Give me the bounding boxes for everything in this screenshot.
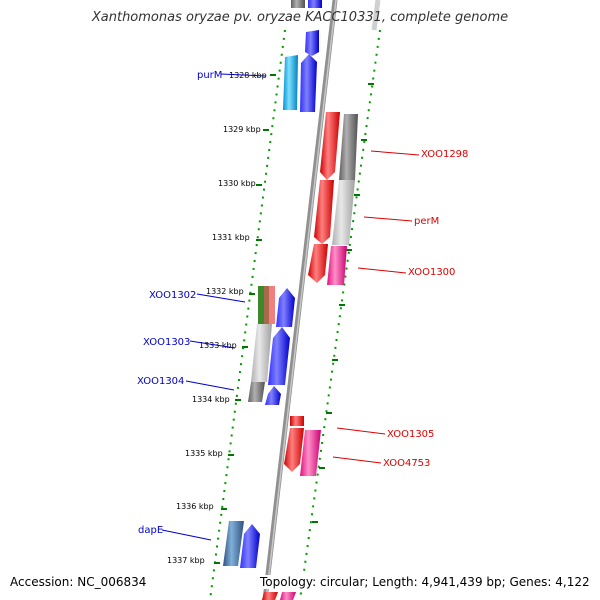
gene-perM-red bbox=[314, 180, 334, 244]
genome-summary-text: Topology: circular; Length: 4,941,439 bp… bbox=[258, 575, 592, 589]
kbp-label: 1336 kbp bbox=[176, 502, 214, 511]
gene-dapE-blue bbox=[240, 524, 260, 568]
gene-red-1 bbox=[320, 112, 340, 180]
gene-bottom-red bbox=[262, 592, 278, 600]
gene-XOO1302-blue bbox=[276, 288, 295, 327]
kbp-label: 1337 kbp bbox=[167, 556, 205, 565]
right-leader-lines bbox=[332, 150, 420, 464]
gene-label-dapE[interactable]: dapE bbox=[138, 525, 163, 536]
kbp-label: 1329 kbp bbox=[223, 125, 261, 134]
gene-label-XOO1298[interactable]: XOO1298 bbox=[421, 149, 468, 160]
gene-XOO1302-green bbox=[258, 286, 264, 324]
genome-backbone bbox=[262, 0, 338, 600]
gene-label-perM[interactable]: perM bbox=[414, 216, 439, 227]
right-track-ticks bbox=[312, 83, 374, 523]
gene-label-XOO1302[interactable]: XOO1302 bbox=[149, 290, 196, 301]
gene-label-XOO1300[interactable]: XOO1300 bbox=[408, 267, 455, 278]
gene-top-grey bbox=[291, 0, 322, 8]
gene-XOO1300-pink bbox=[327, 246, 347, 285]
gene-XOO1304-blue bbox=[265, 386, 281, 405]
top-backbone-right bbox=[371, 0, 381, 31]
left-leader-lines bbox=[161, 73, 267, 541]
kbp-label: 1335 kbp bbox=[185, 449, 223, 458]
map-title: Xanthomonas oryzae pv. oryzae KACC10331,… bbox=[91, 10, 509, 25]
kbp-label: 1331 kbp bbox=[212, 233, 250, 242]
outer-right-track bbox=[299, 29, 381, 600]
accession-text: Accession: NC_006834 bbox=[8, 575, 149, 589]
gene-XOO1305-red bbox=[284, 428, 304, 472]
kbp-label: 1332 kbp bbox=[206, 287, 244, 296]
left-track-ticks bbox=[214, 74, 276, 564]
gene-forward-1 bbox=[305, 30, 319, 56]
gene-red-small bbox=[290, 416, 304, 426]
gene-XOO1298-grey bbox=[339, 114, 358, 180]
gene-XOO1304-grey bbox=[248, 382, 265, 402]
gene-XOO1303-ltgrey bbox=[251, 324, 272, 382]
kbp-label: 1334 kbp bbox=[192, 395, 230, 404]
gene-dapE-steel bbox=[223, 521, 244, 566]
gene-label-XOO4753[interactable]: XOO4753 bbox=[383, 458, 430, 469]
gene-label-XOO1303[interactable]: XOO1303 bbox=[143, 337, 190, 348]
gene-XOO1303-blue bbox=[268, 327, 290, 385]
gene-XOO1298-ltgrey bbox=[332, 180, 355, 245]
gene-purM-cyan bbox=[283, 55, 298, 110]
gene-label-XOO1304[interactable]: XOO1304 bbox=[137, 376, 184, 387]
gene-label-XOO1305[interactable]: XOO1305 bbox=[387, 429, 434, 440]
gene-label-purM[interactable]: purM bbox=[197, 70, 222, 81]
gene-purM-blue bbox=[300, 54, 317, 112]
gene-red-3 bbox=[308, 244, 328, 283]
kbp-label: 1330 kbp bbox=[218, 179, 256, 188]
gene-XOO4753-pink bbox=[300, 430, 321, 476]
gene-bottom-pink bbox=[280, 592, 296, 600]
